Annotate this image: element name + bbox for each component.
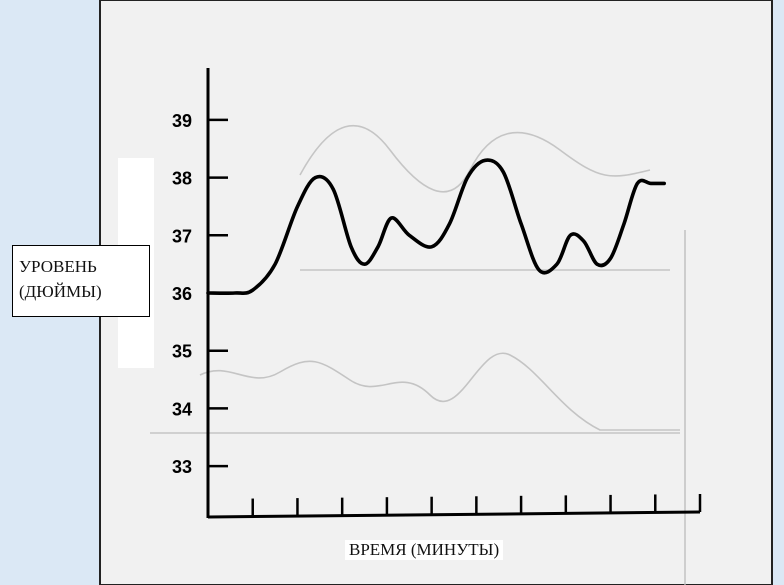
scan-paper (99, 0, 773, 585)
y-tick-label: 37 (172, 226, 192, 246)
x-axis (207, 510, 701, 519)
y-ticks: 39 38 37 36 35 34 33 (172, 111, 228, 477)
y-tick-label: 39 (172, 111, 192, 131)
ghost-curve-top (299, 124, 651, 193)
series-line-level (206, 158, 666, 296)
y-tick-label: 38 (172, 169, 192, 189)
y-axis-label: УРОВЕНЬ (ДЮЙМЫ) (12, 245, 150, 317)
ghost-curve-bottom (199, 352, 680, 431)
y-tick-label: 34 (172, 399, 192, 419)
page-edge-right (772, 0, 784, 585)
y-tick-label: 35 (172, 342, 192, 362)
y-tick-label: 36 (172, 284, 192, 304)
x-axis-label: ВРЕМЯ (МИНУТЫ) (345, 540, 504, 560)
x-ticks (251, 494, 702, 517)
y-tick-label: 33 (172, 457, 192, 477)
y-axis-label-line-1: УРОВЕНЬ (19, 257, 97, 276)
y-axis-label-line-2: (ДЮЙМЫ) (19, 282, 102, 301)
scan-ghost-layer (150, 124, 686, 585)
